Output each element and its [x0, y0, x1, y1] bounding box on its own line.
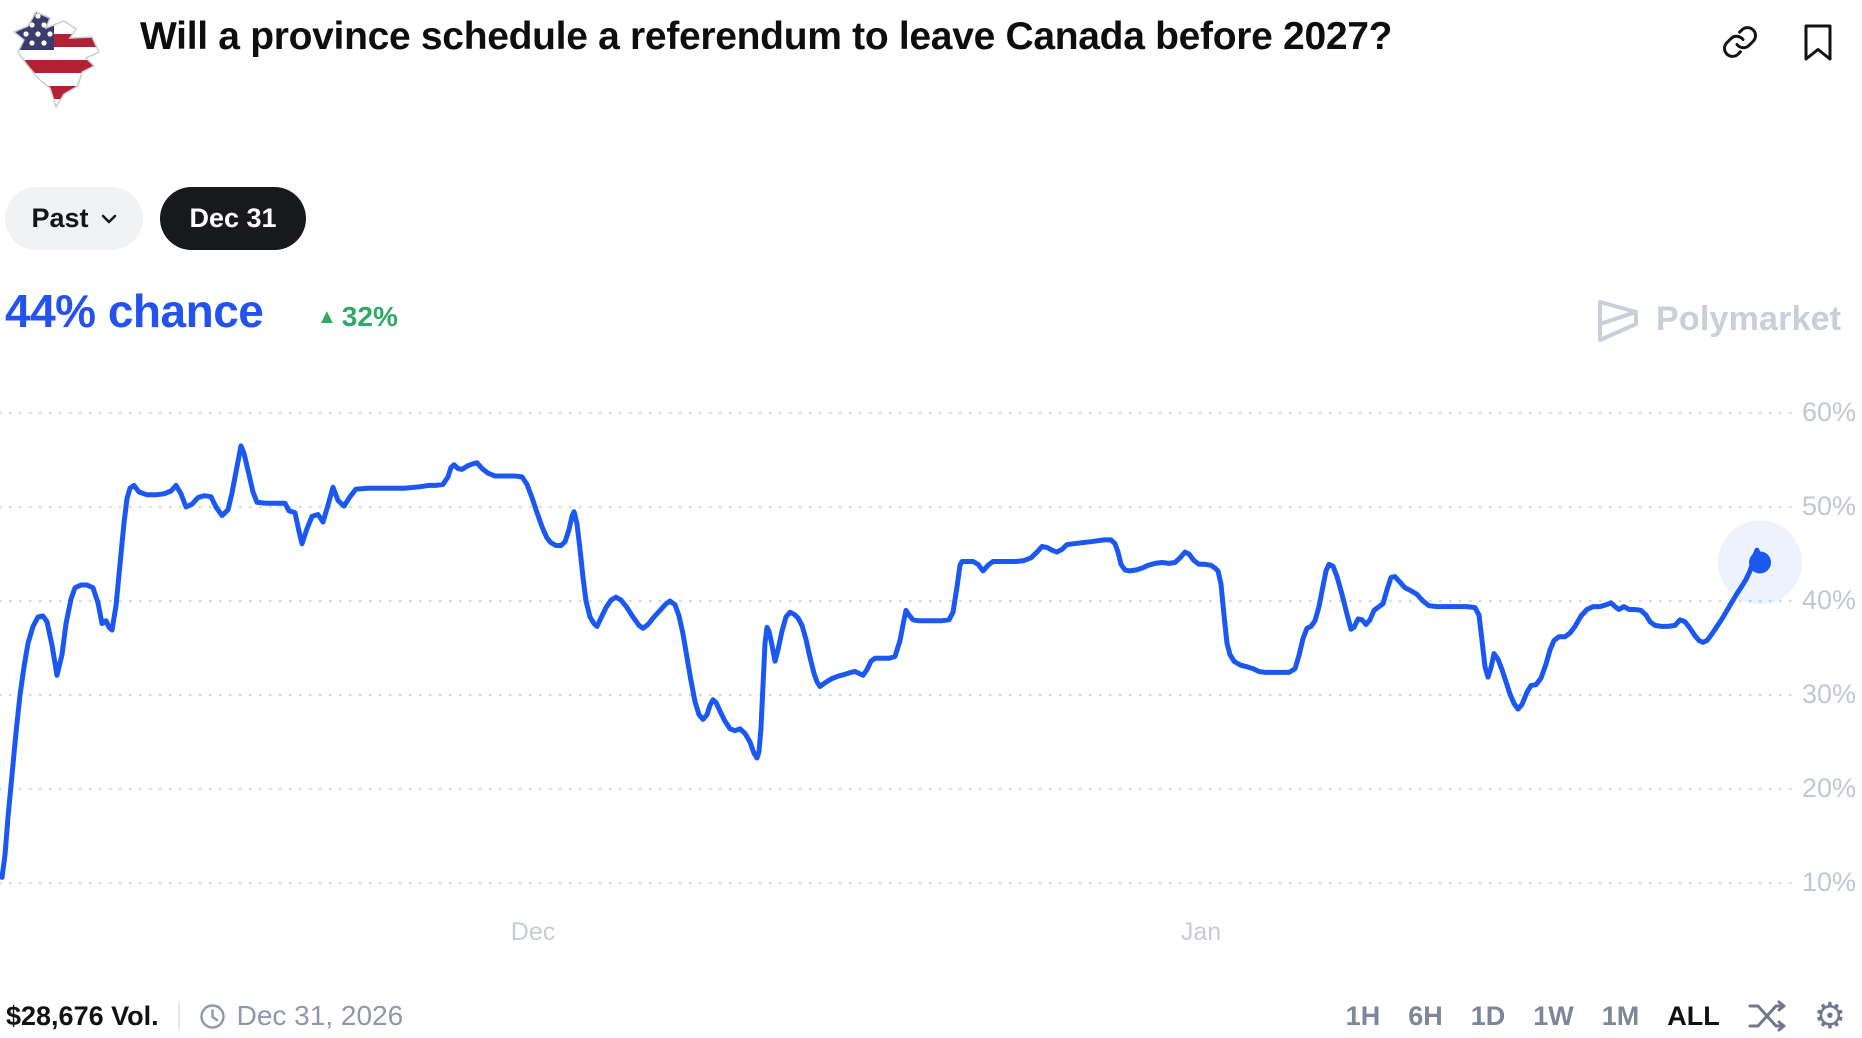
past-filter-label: Past [31, 203, 89, 233]
chance-delta-badge: ▲ 32% [317, 301, 398, 333]
probability-chart-canvas[interactable] [0, 360, 1862, 920]
polymarket-watermark: Polymarket [1592, 294, 1841, 344]
range-1m-button[interactable]: 1M [1601, 1000, 1640, 1031]
range-1w-button[interactable]: 1W [1533, 1000, 1574, 1031]
chance-delta-value: 32% [341, 301, 398, 332]
bookmark-icon [1804, 24, 1832, 61]
chance-value: 44% chance [5, 285, 264, 337]
y-axis-tick-label: 30% [1802, 679, 1857, 709]
y-axis-tick-label: 10% [1802, 867, 1857, 897]
end-date-text: Dec 31, 2026 [236, 1000, 404, 1031]
x-axis-tick-label: Dec [510, 918, 556, 946]
link-icon [1723, 26, 1757, 58]
y-axis-tick-label: 40% [1802, 585, 1857, 615]
probability-line-series [0, 443, 1763, 880]
range-1d-button[interactable]: 1D [1470, 1000, 1506, 1031]
range-all-button[interactable]: ALL [1667, 1000, 1720, 1031]
shuffle-icon [1748, 1000, 1786, 1032]
market-stats-bar: $28,676 Vol. Dec 31, 2026 [6, 1000, 403, 1032]
past-filter-dropdown[interactable]: Past [5, 187, 143, 250]
triangle-up-icon: ▲ [317, 306, 337, 328]
north-america-flag-icon [12, 11, 100, 109]
range-1h-button[interactable]: 1H [1345, 1000, 1381, 1031]
date-pill-button[interactable]: Dec 31 [160, 187, 306, 250]
range-6h-button[interactable]: 6H [1408, 1000, 1443, 1031]
chevron-down-icon [101, 214, 116, 223]
chart-gridlines [0, 411, 1795, 885]
date-pill-label: Dec 31 [189, 203, 277, 233]
y-axis-tick-label: 50% [1802, 491, 1857, 521]
clock-icon [199, 1003, 225, 1029]
bookmark-button[interactable] [1802, 23, 1834, 66]
time-range-toolbar: 1H 6H 1D 1W 1M ALL ⚙ [1346, 998, 1846, 1034]
polymarket-logo-icon [1598, 300, 1638, 342]
current-value-dot [1749, 551, 1771, 574]
y-axis-tick-label: 20% [1802, 773, 1857, 803]
gear-icon: ⚙ [1813, 995, 1846, 1036]
volume-text: $28,676 Vol. [6, 1000, 159, 1031]
polymarket-watermark-text: Polymarket [1656, 299, 1842, 338]
market-avatar [6, 8, 110, 112]
page-title: Will a province schedule a referendum to… [140, 15, 1393, 58]
copy-link-button[interactable] [1720, 22, 1760, 65]
compare-markets-button[interactable] [1748, 1000, 1786, 1032]
x-axis-tick-label: Jan [1180, 918, 1222, 946]
y-axis-tick-label: 60% [1802, 397, 1857, 427]
divider [177, 1003, 180, 1029]
chart-settings-button[interactable]: ⚙ [1814, 998, 1846, 1034]
